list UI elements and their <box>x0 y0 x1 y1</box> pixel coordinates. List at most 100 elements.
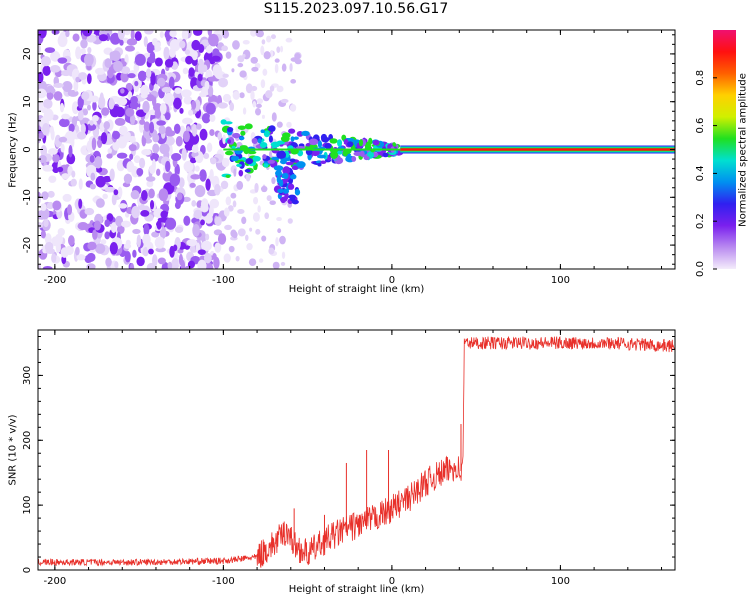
spectrogram-cell <box>317 162 322 167</box>
spectrogram-cell <box>227 126 234 133</box>
spectrogram-cell <box>276 121 283 128</box>
spectrogram-cell <box>347 141 354 147</box>
spectrogram-cell <box>262 68 268 76</box>
spectrogram-cell <box>185 55 193 65</box>
spectrogram-cell <box>140 93 148 99</box>
colorbar-tick-label: 0.4 <box>695 165 706 181</box>
spectrogram-cell <box>38 132 45 139</box>
spectrogram-cell <box>288 128 296 134</box>
spectrogram-cell <box>266 195 272 202</box>
spectrogram-cell <box>194 165 200 172</box>
spectrogram-cell <box>260 79 266 89</box>
spectrogram-cell <box>250 90 255 101</box>
spectrogram-cell <box>129 153 134 160</box>
spectrogram-cell <box>214 216 222 227</box>
spectrogram-cell <box>164 136 175 146</box>
spectrogram-cell <box>197 62 205 75</box>
spectrogram-cell <box>188 109 194 116</box>
spectrogram-cell <box>201 112 211 124</box>
spectrogram-cell <box>118 203 128 209</box>
spectrogram-cell <box>146 43 154 54</box>
spectrogram-cell <box>222 134 226 145</box>
spectrogram-cell <box>241 216 247 225</box>
spectrogram-cell <box>255 103 262 109</box>
spectrogram-cell <box>111 193 117 206</box>
spectrogram-cell <box>255 228 261 235</box>
spectrogram-cell <box>149 121 155 134</box>
spectrogram-cell <box>353 151 362 157</box>
spectrogram-cell <box>287 183 295 190</box>
spectrogram-cell <box>179 40 186 49</box>
spectrogram-cell <box>154 57 163 67</box>
spectrogram-cell <box>145 176 156 182</box>
spectrogram-cell <box>213 229 223 236</box>
spectrogram-cell <box>141 148 152 156</box>
spectrogram-cell <box>220 180 229 190</box>
spectrogram-cell <box>156 168 161 176</box>
spectrogram-cell <box>98 34 108 42</box>
spectrogram-cell <box>239 136 245 141</box>
spectrogram-cell <box>190 174 201 180</box>
spectrogram-cell <box>158 188 169 202</box>
spectrogram-cell <box>301 130 310 137</box>
spectrogram-cell <box>61 70 72 77</box>
spectrogram-cell <box>231 68 235 73</box>
spectrogram-cell <box>84 207 95 216</box>
spectrogram-cell <box>143 36 148 48</box>
spectrogram-cell <box>143 223 150 236</box>
spectrogram-cell <box>276 85 284 93</box>
spectrogram-cell <box>201 39 210 47</box>
spectrogram-cell <box>254 107 262 116</box>
spectrogram-cell <box>222 93 231 103</box>
spectrogram-cell <box>134 31 142 42</box>
spectrogram-cell <box>245 234 249 241</box>
spectrogram-cell <box>78 198 83 209</box>
spectrogram-cell <box>121 220 132 228</box>
spectrogram-cell <box>119 125 128 136</box>
spectrogram-cell <box>217 233 227 245</box>
spectrogram-cell <box>263 130 270 138</box>
spectrogram-cell <box>227 205 234 212</box>
spectrogram-cell <box>159 143 170 155</box>
spectrogram-cell <box>142 233 151 246</box>
spectrogram-cell <box>91 114 99 122</box>
spectrogram-cell <box>38 30 47 39</box>
spectrogram-cell <box>252 101 257 108</box>
spectrogram-cell <box>239 92 245 99</box>
spectrogram-cell <box>242 39 250 45</box>
spectrogram-cell <box>169 47 176 58</box>
spectrogram-cell <box>276 150 287 159</box>
spectrogram-cell <box>266 35 272 43</box>
colorbar-gradient <box>713 30 736 269</box>
spectrogram-cell <box>92 229 98 240</box>
y-tick-label: 0 <box>22 146 33 152</box>
spectrogram-cell <box>244 169 251 173</box>
spectrogram-cell <box>168 76 175 89</box>
spectrogram-cell <box>232 40 240 50</box>
spectrogram-cell <box>156 220 162 230</box>
spectrogram-cell <box>38 191 41 198</box>
spectrogram-cell <box>132 249 137 258</box>
spectrogram-cell <box>159 31 164 39</box>
spectrogram-cell <box>208 33 219 47</box>
spectrogram-cell <box>251 66 259 72</box>
spectrogram-cell <box>291 199 299 205</box>
spectrogram-cell <box>171 152 182 162</box>
spectrogram-cell <box>115 106 125 118</box>
spectrogram-cell <box>212 64 222 77</box>
spectrogram-cell <box>165 126 172 137</box>
spectrogram-cell <box>197 259 207 269</box>
spectrogram-cell <box>99 121 105 133</box>
spectrogram-cell <box>73 79 79 92</box>
spectrogram-cell <box>225 174 231 178</box>
spectrogram-cell <box>75 246 80 256</box>
spectrogram-cell <box>117 186 123 198</box>
spectrogram-cell <box>150 152 160 162</box>
spectrogram-cell <box>271 156 280 161</box>
spectrogram-cell <box>200 219 205 226</box>
spectrogram-cell <box>262 154 267 160</box>
spectrogram-cell <box>263 163 269 168</box>
spectrogram-cell <box>51 30 60 35</box>
